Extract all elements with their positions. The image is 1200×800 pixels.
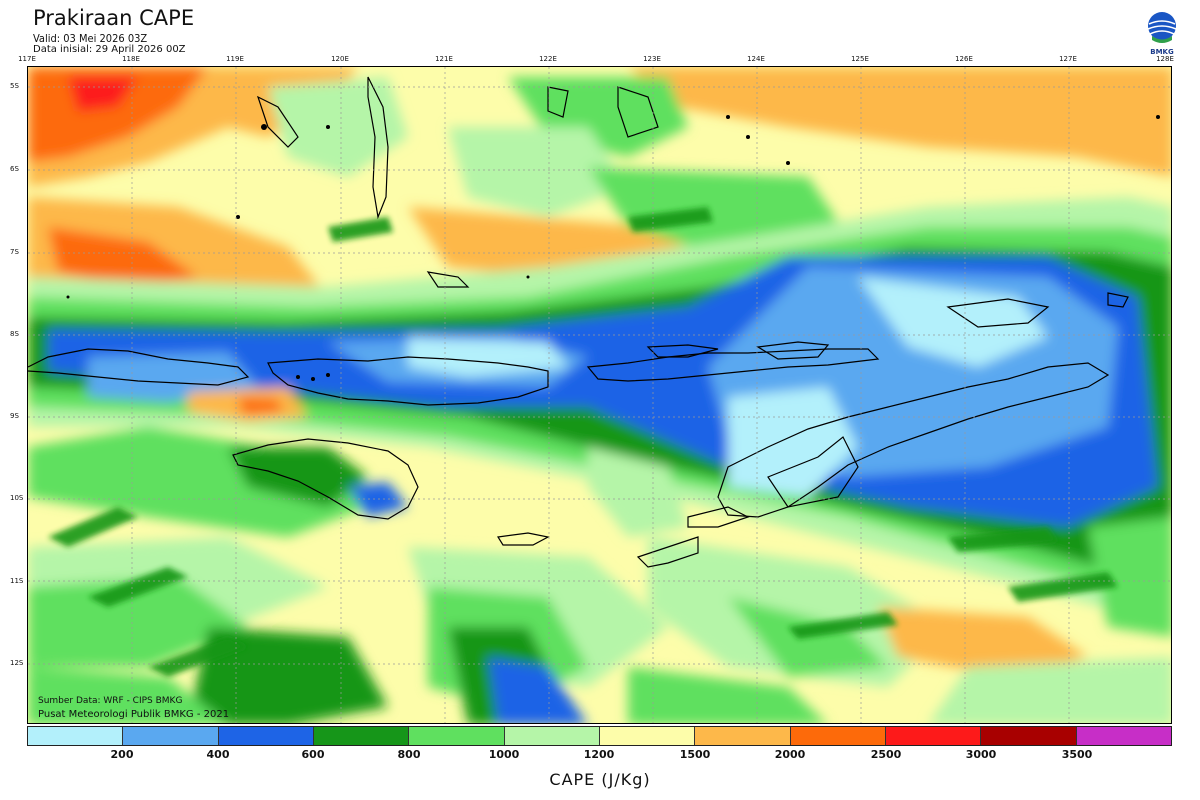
- colorbar-cell: [28, 727, 124, 745]
- lat-label: 10S: [10, 494, 24, 502]
- lat-label: 12S: [10, 659, 24, 667]
- longitude-labels: 117E 118E 119E 120E 121E 122E 123E 124E …: [0, 55, 1200, 65]
- colorbar-tick: 600: [301, 748, 325, 761]
- lat-label: 8S: [10, 330, 19, 338]
- cape-colorbar: [27, 726, 1172, 746]
- logo-text: BMKG: [1150, 48, 1174, 56]
- colorbar-cell: [409, 727, 505, 745]
- colorbar-cell: [313, 727, 410, 745]
- colorbar-cell: [599, 727, 696, 745]
- lon-label: 122E: [539, 55, 557, 63]
- chart-title: Prakiraan CAPE: [33, 6, 195, 30]
- colorbar-ticks: 200 400 600 800 1000 1200 1500 2000 2500…: [0, 748, 1200, 764]
- colorbar-cell: [981, 727, 1077, 745]
- graticule: [28, 67, 1171, 723]
- colorbar-cell: [1076, 727, 1171, 745]
- lon-label: 118E: [122, 55, 140, 63]
- valid-time: Valid: 03 Mei 2026 03Z: [33, 32, 148, 45]
- cape-map: [27, 66, 1172, 724]
- colorbar-tick: 2500: [870, 748, 902, 761]
- lon-label: 123E: [643, 55, 661, 63]
- lon-label: 120E: [331, 55, 349, 63]
- lat-label: 6S: [10, 165, 19, 173]
- lat-label: 11S: [10, 577, 24, 585]
- init-time: Data inisial: 29 April 2026 00Z: [33, 44, 186, 55]
- lat-label: 7S: [10, 248, 19, 256]
- coastlines: [28, 76, 1129, 568]
- lon-label: 126E: [955, 55, 973, 63]
- colorbar-tick: 3000: [965, 748, 997, 761]
- colorbar-unit-label: CAPE (J/Kg): [549, 770, 651, 789]
- colorbar-tick: 3500: [1061, 748, 1093, 761]
- lon-label: 125E: [851, 55, 869, 63]
- colorbar-tick: 800: [397, 748, 421, 761]
- lon-label: 128E: [1156, 55, 1174, 63]
- colorbar-tick: 2000: [774, 748, 806, 761]
- colorbar-cell: [885, 727, 982, 745]
- lat-label: 9S: [10, 412, 19, 420]
- colorbar-cell: [790, 727, 886, 745]
- lat-label: 5S: [10, 82, 19, 90]
- lon-label: 117E: [18, 55, 36, 63]
- publisher-credit: Pusat Meteorologi Publik BMKG - 2021: [38, 709, 230, 720]
- colorbar-tick: 1000: [488, 748, 520, 761]
- bmkg-logo: BMKG: [1144, 10, 1180, 56]
- colorbar-tick: 1500: [679, 748, 711, 761]
- lon-label: 119E: [226, 55, 244, 63]
- colorbar-cell: [695, 727, 791, 745]
- colorbar-tick: 200: [110, 748, 134, 761]
- colorbar-cell: [504, 727, 600, 745]
- lon-label: 121E: [435, 55, 453, 63]
- small-islands: [66, 115, 1160, 381]
- lon-label: 127E: [1059, 55, 1077, 63]
- data-source-credit: Sumber Data: WRF - CIPS BMKG: [38, 696, 183, 706]
- colorbar-tick: 1200: [583, 748, 615, 761]
- colorbar-cell: [218, 727, 314, 745]
- lon-label: 124E: [747, 55, 765, 63]
- colorbar-tick: 400: [206, 748, 230, 761]
- colorbar-cell: [123, 727, 219, 745]
